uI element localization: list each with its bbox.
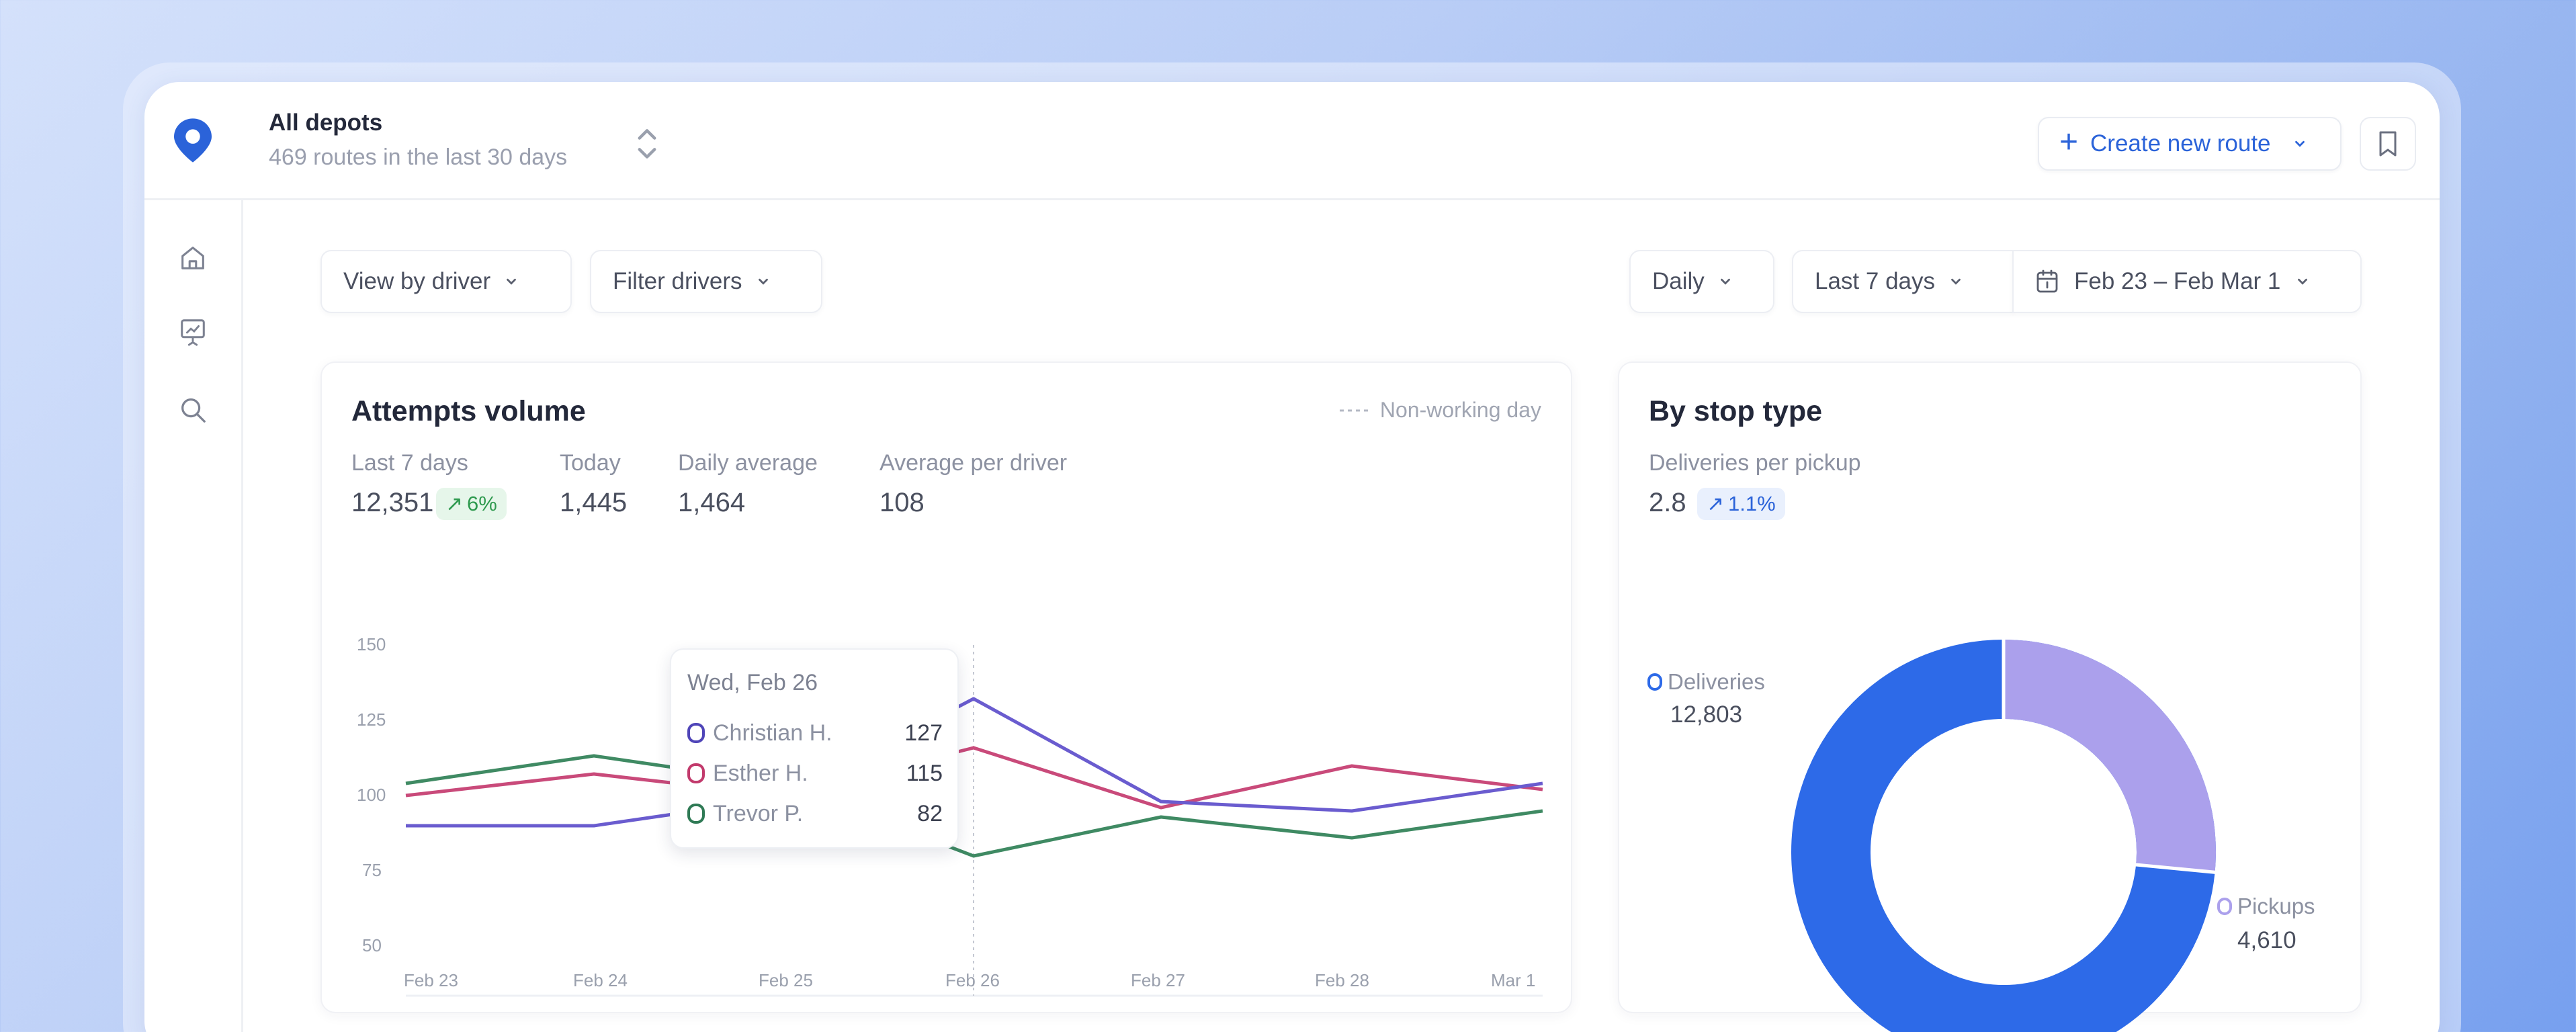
chart-tooltip: Wed, Feb 26 Christian H. 127 Esther H. 1… bbox=[670, 648, 959, 849]
chevron-down-icon bbox=[507, 278, 517, 285]
x-tick: Mar 1 bbox=[1491, 970, 1536, 990]
series-trevor bbox=[405, 754, 1543, 858]
y-tick: 100 bbox=[357, 785, 386, 805]
x-tick: Feb 25 bbox=[759, 970, 813, 990]
metric-value: 2.8 bbox=[1649, 488, 1686, 517]
attempts-volume-card: Attempts volume Non-working day Last 7 d… bbox=[320, 361, 1572, 1013]
arrow-up-right-icon: ↗ bbox=[1707, 492, 1724, 515]
metric-label: Deliveries per pickup bbox=[1649, 450, 1861, 476]
x-tick: Feb 23 bbox=[404, 970, 458, 990]
stat-label: Daily average bbox=[678, 450, 818, 476]
dashed-line-icon bbox=[1339, 409, 1369, 411]
stop-type-card: By stop type Deliveries per pickup 2.8 ↗… bbox=[1618, 361, 2362, 1032]
deliveries-value: 12,803 bbox=[1670, 701, 1743, 728]
x-tick: Feb 26 bbox=[945, 970, 1000, 990]
stat-label: Today bbox=[560, 450, 621, 476]
trend-badge-value: 6% bbox=[466, 492, 497, 515]
bookmark-icon bbox=[2379, 131, 2397, 157]
stat-label: Last 7 days bbox=[351, 450, 468, 476]
filter-drivers-dropdown[interactable]: Filter drivers bbox=[590, 250, 822, 313]
header: All depots 469 routes in the last 30 day… bbox=[144, 82, 2440, 200]
sidebar-item-analytics[interactable] bbox=[175, 316, 210, 351]
view-by-driver-label: View by driver bbox=[343, 268, 491, 294]
series-esther bbox=[405, 746, 1543, 810]
filter-drivers-label: Filter drivers bbox=[613, 268, 742, 294]
bookmark-button[interactable] bbox=[2360, 117, 2416, 171]
depot-selector[interactable]: All depots 469 routes in the last 30 day… bbox=[269, 108, 567, 172]
chevron-down-icon bbox=[2294, 140, 2305, 147]
non-working-day-label: Non-working day bbox=[1379, 398, 1541, 422]
card-title: By stop type bbox=[1649, 395, 1823, 427]
arrow-up-right-icon: ↗ bbox=[445, 492, 463, 515]
depot-subtitle: 469 routes in the last 30 days bbox=[269, 144, 568, 170]
tooltip-date: Wed, Feb 26 bbox=[687, 670, 818, 695]
y-tick: 50 bbox=[362, 935, 382, 955]
sidebar-item-search[interactable] bbox=[175, 392, 210, 427]
create-new-route-button[interactable]: + Create new route bbox=[2038, 117, 2342, 171]
tooltip-name: Esther H. bbox=[713, 760, 808, 786]
tooltip-name: Trevor P. bbox=[713, 800, 804, 826]
range-label: Last 7 days bbox=[1815, 268, 1935, 294]
granularity-label: Daily bbox=[1652, 268, 1705, 294]
series-marker-icon bbox=[687, 723, 705, 743]
stat-value: 1,464 bbox=[678, 488, 746, 517]
pickups-marker-icon bbox=[2217, 898, 2232, 915]
pickups-label: Pickups bbox=[2237, 894, 2315, 918]
chevron-down-icon bbox=[1951, 278, 1961, 285]
y-tick: 150 bbox=[357, 634, 386, 654]
tooltip-value: 127 bbox=[904, 720, 943, 746]
search-icon bbox=[181, 398, 206, 423]
donut-chart bbox=[1791, 637, 2219, 1032]
card-title: Attempts volume bbox=[351, 395, 586, 427]
tooltip-name: Christian H. bbox=[713, 720, 832, 746]
line-chart bbox=[405, 645, 1543, 997]
date-range-picker[interactable]: Feb 23 – Feb Mar 1 bbox=[2012, 250, 2362, 313]
chevron-down-icon bbox=[1720, 278, 1730, 285]
sidebar-item-home[interactable] bbox=[175, 241, 210, 275]
x-tick: Feb 28 bbox=[1315, 970, 1369, 990]
date-range-label: Feb 23 – Feb Mar 1 bbox=[2074, 268, 2281, 294]
stat-label: Average per driver bbox=[879, 450, 1068, 476]
stat-value: 108 bbox=[879, 488, 925, 517]
series-marker-icon bbox=[687, 763, 705, 783]
x-tick: Feb 24 bbox=[573, 970, 628, 990]
y-tick: 75 bbox=[362, 860, 382, 880]
pickups-value: 4,610 bbox=[2237, 927, 2296, 953]
up-down-chevron-icon[interactable] bbox=[635, 125, 659, 163]
trend-badge: ↗ 1.1% bbox=[1697, 488, 1785, 520]
presentation-chart-icon bbox=[181, 319, 205, 346]
y-tick: 125 bbox=[357, 710, 386, 730]
trend-badge-value: 1.1% bbox=[1727, 492, 1776, 515]
depot-title: All depots bbox=[269, 110, 383, 136]
stat-value: 12,351 bbox=[351, 488, 434, 517]
pickups-legend: Pickups bbox=[2217, 894, 2315, 919]
trend-badge: ↗ 6% bbox=[436, 488, 507, 520]
view-by-driver-dropdown[interactable]: View by driver bbox=[320, 250, 572, 313]
tooltip-row: Christian H. 127 bbox=[687, 717, 943, 749]
deliveries-label: Deliveries bbox=[1668, 669, 1765, 694]
stat-value: 1,445 bbox=[560, 488, 628, 517]
granularity-dropdown[interactable]: Daily bbox=[1629, 250, 1774, 313]
chevron-down-icon bbox=[758, 278, 768, 285]
home-icon bbox=[181, 247, 204, 269]
sidebar bbox=[144, 200, 243, 1032]
location-pin-icon[interactable] bbox=[174, 118, 212, 163]
deliveries-marker-icon bbox=[1647, 673, 1662, 691]
non-working-day-legend: Non-working day bbox=[1339, 398, 1541, 423]
chevron-down-icon bbox=[2298, 278, 2308, 285]
tooltip-value: 115 bbox=[906, 760, 943, 786]
create-new-route-label: Create new route bbox=[2090, 130, 2271, 157]
calendar-icon bbox=[2036, 269, 2058, 293]
tooltip-value: 82 bbox=[917, 800, 943, 826]
deliveries-legend: Deliveries bbox=[1647, 669, 1765, 695]
range-dropdown[interactable]: Last 7 days bbox=[1792, 250, 2014, 313]
tooltip-row: Esther H. 115 bbox=[687, 757, 943, 789]
tooltip-row: Trevor P. 82 bbox=[687, 798, 943, 830]
series-marker-icon bbox=[687, 804, 705, 824]
plus-icon: + bbox=[2059, 124, 2079, 160]
series-christian bbox=[406, 697, 1543, 828]
app-window: All depots 469 routes in the last 30 day… bbox=[144, 82, 2440, 1032]
x-tick: Feb 27 bbox=[1131, 970, 1185, 990]
